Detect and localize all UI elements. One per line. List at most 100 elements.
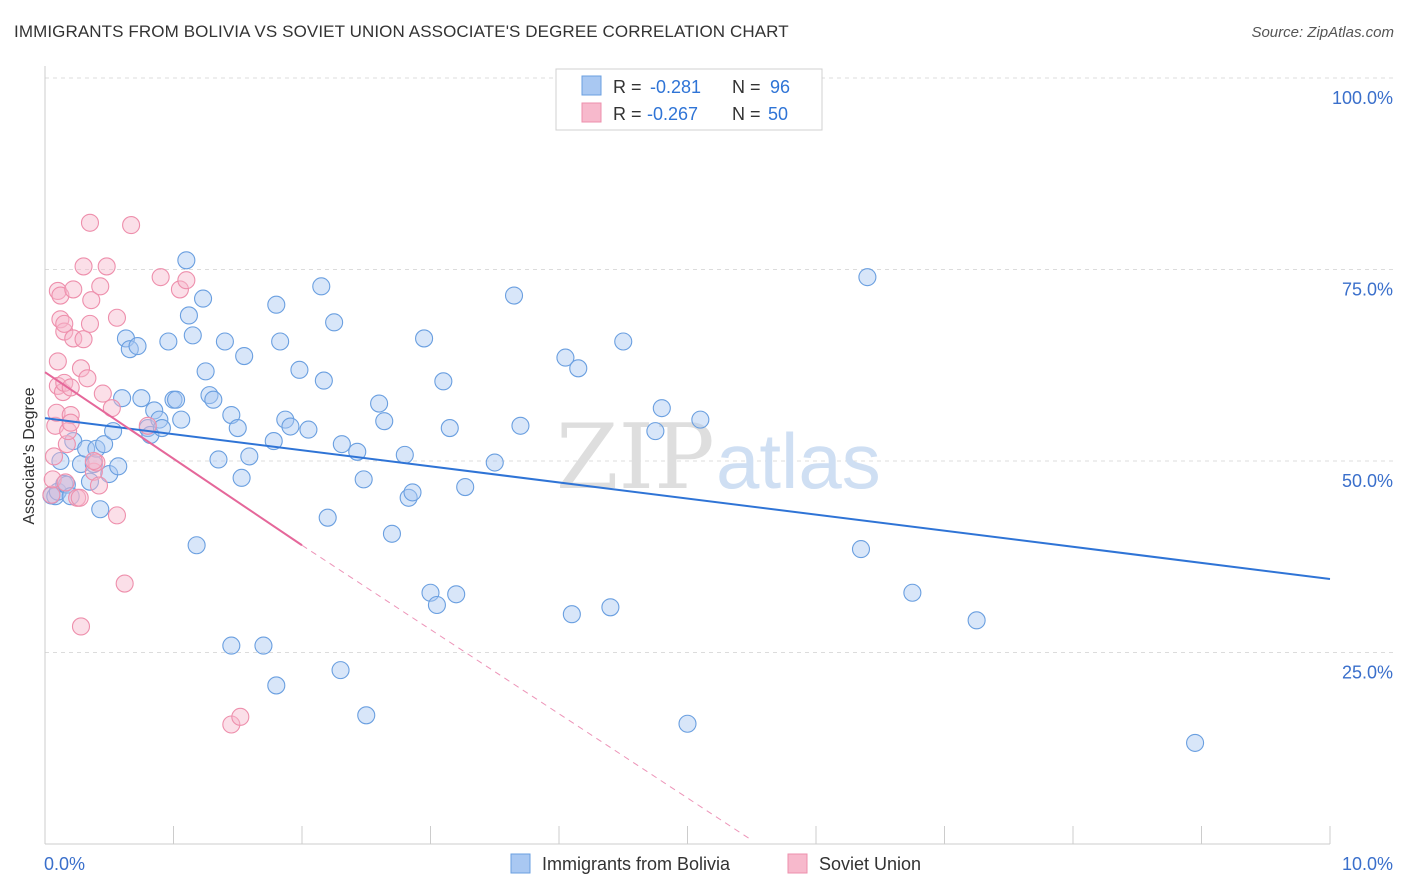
watermark-atlas: atlas: [716, 417, 881, 505]
data-point-bolivia: [485, 453, 504, 472]
legend-r-value-soviet: -0.267: [647, 104, 698, 124]
data-point-bolivia: [167, 390, 186, 409]
data-point-bolivia: [179, 306, 198, 325]
data-point-bolivia: [183, 326, 202, 345]
legend-r-label-bolivia: R =: [613, 77, 642, 97]
data-point-bolivia: [215, 332, 234, 351]
data-point-bolivia: [440, 419, 459, 438]
data-point-bolivia: [209, 450, 228, 469]
data-point-bolivia: [172, 410, 191, 429]
data-point-soviet: [74, 330, 93, 349]
data-point-soviet: [151, 268, 170, 287]
data-point-soviet: [80, 314, 100, 333]
data-point-bolivia: [652, 399, 671, 418]
data-point-bolivia: [646, 422, 665, 441]
data-point-soviet: [170, 280, 189, 299]
data-point-bolivia: [456, 477, 475, 497]
data-point-bolivia: [325, 313, 344, 332]
data-point-bolivia: [678, 714, 697, 733]
data-point-soviet: [47, 403, 66, 422]
y-tick-label: 100.0%: [1332, 88, 1393, 108]
data-point-soviet: [177, 271, 196, 290]
trend-line-soviet-extension: [301, 544, 753, 841]
y-axis-label: Associate's Degree: [21, 387, 38, 524]
legend-r-label-soviet: R =: [613, 104, 642, 124]
series-legend: Immigrants from Bolivia Soviet Union: [510, 853, 921, 874]
data-point-soviet: [74, 257, 93, 276]
data-point-bolivia: [395, 445, 414, 464]
data-point-bolivia: [354, 470, 373, 489]
data-point-soviet: [71, 617, 91, 636]
data-point-soviet: [231, 707, 250, 726]
data-point-soviet: [80, 213, 100, 232]
data-point-soviet: [122, 216, 141, 235]
legend-label-bolivia: Immigrants from Bolivia: [542, 854, 731, 874]
data-point-bolivia: [318, 508, 337, 527]
legend-n-value-bolivia: 96: [770, 77, 790, 97]
chart-title: IMMIGRANTS FROM BOLIVIA VS SOVIET UNION …: [14, 22, 789, 41]
y-tick-labels: 25.0% 50.0% 75.0% 100.0%: [1332, 88, 1393, 683]
x-tick-labels: 0.0% 10.0%: [44, 854, 1393, 874]
data-point-soviet: [84, 451, 103, 471]
data-point-bolivia: [232, 468, 251, 487]
trend-line-soviet: [44, 371, 303, 547]
data-point-soviet: [115, 574, 134, 593]
data-point-bolivia: [240, 447, 259, 466]
data-point-bolivia: [51, 451, 70, 471]
data-point-soviet: [82, 291, 101, 310]
data-point-bolivia: [903, 583, 922, 602]
data-point-bolivia: [370, 394, 389, 413]
watermark: ZIP atlas: [556, 405, 881, 510]
data-point-bolivia: [235, 347, 254, 366]
data-point-bolivia: [271, 332, 290, 351]
data-point-soviet: [97, 257, 116, 276]
data-point-bolivia: [196, 362, 215, 381]
data-point-bolivia: [299, 420, 318, 439]
data-point-bolivia: [281, 417, 300, 436]
data-point-soviet: [61, 405, 80, 425]
data-point-soviet: [44, 447, 64, 466]
data-point-bolivia: [222, 636, 241, 655]
data-point-soviet: [57, 435, 76, 454]
data-point-bolivia: [267, 676, 286, 695]
data-point-bolivia: [382, 524, 402, 543]
y-tick-label: 25.0%: [1342, 663, 1393, 683]
data-point-bolivia: [80, 472, 100, 491]
x-tick-label: 0.0%: [44, 854, 85, 874]
data-point-bolivia: [91, 500, 110, 519]
grid-lines: [45, 77, 1395, 653]
legend-swatch-bolivia: [581, 75, 602, 96]
source-label: Source: ZipAtlas.com: [1251, 24, 1394, 41]
data-point-bolivia: [858, 268, 877, 287]
data-point-soviet: [64, 280, 83, 299]
data-point-bolivia: [427, 595, 446, 615]
data-point-bolivia: [254, 636, 273, 655]
axes: [44, 66, 1331, 845]
data-point-bolivia: [357, 706, 376, 725]
data-point-soviet: [78, 369, 97, 388]
y-tick-label: 50.0%: [1342, 471, 1393, 491]
data-point-soviet: [107, 308, 127, 327]
data-point-bolivia: [159, 332, 178, 351]
legend-swatch-bottom-bolivia: [510, 853, 531, 874]
data-point-soviet: [70, 488, 89, 507]
legend-label-soviet: Soviet Union: [819, 854, 921, 874]
data-point-bolivia: [332, 435, 351, 454]
data-point-bolivia: [128, 337, 147, 356]
data-point-soviet: [42, 485, 61, 504]
data-point-bolivia: [204, 390, 223, 409]
data-point-bolivia: [1186, 733, 1205, 752]
data-point-bolivia: [447, 585, 466, 604]
data-point-soviet: [64, 329, 83, 348]
data-point-bolivia: [187, 536, 206, 555]
data-point-bolivia: [504, 286, 524, 305]
data-point-soviet: [89, 476, 109, 495]
x-tick-label: 10.0%: [1342, 854, 1393, 874]
data-point-bolivia: [228, 419, 247, 438]
data-point-soviet: [56, 473, 75, 492]
data-point-soviet: [91, 277, 110, 296]
data-point-bolivia: [415, 329, 434, 348]
data-point-bolivia: [511, 416, 530, 435]
data-point-bolivia: [691, 410, 710, 429]
